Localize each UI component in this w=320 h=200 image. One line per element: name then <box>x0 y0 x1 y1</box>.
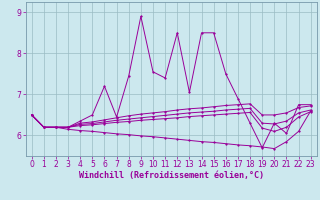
X-axis label: Windchill (Refroidissement éolien,°C): Windchill (Refroidissement éolien,°C) <box>79 171 264 180</box>
